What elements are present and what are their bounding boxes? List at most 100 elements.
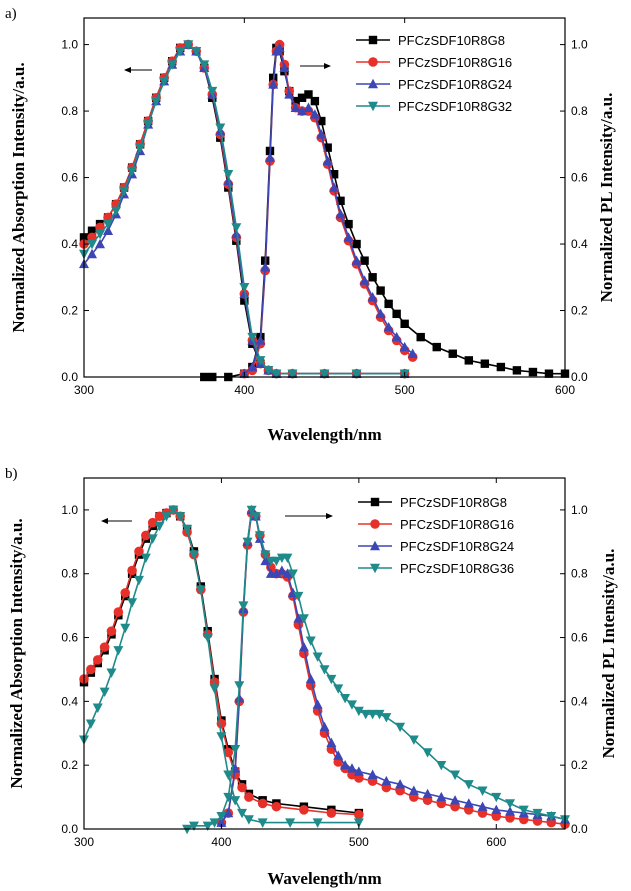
data-point bbox=[140, 553, 151, 563]
data-point bbox=[99, 687, 110, 697]
data-point bbox=[242, 537, 253, 548]
data-point bbox=[436, 760, 447, 771]
data-point bbox=[260, 555, 271, 566]
data-point bbox=[432, 342, 441, 352]
data-point bbox=[141, 530, 151, 541]
x-tick-label: 300 bbox=[74, 835, 94, 849]
y-tick-label-left: 0.2 bbox=[61, 758, 78, 772]
data-point bbox=[399, 341, 410, 352]
data-point bbox=[250, 512, 261, 522]
panel-label: b) bbox=[5, 466, 18, 482]
data-point bbox=[268, 79, 279, 89]
data-point bbox=[147, 534, 158, 544]
arrow-right-icon-head bbox=[324, 63, 331, 69]
data-point bbox=[450, 770, 461, 780]
data-point bbox=[167, 60, 178, 70]
data-point bbox=[271, 556, 282, 567]
y-tick-label-right: 1.0 bbox=[571, 503, 588, 517]
data-point bbox=[391, 331, 402, 342]
y-tick-label-left: 0.4 bbox=[61, 694, 78, 708]
data-point bbox=[384, 299, 393, 309]
data-point bbox=[202, 821, 213, 832]
data-point bbox=[448, 349, 457, 358]
data-point bbox=[209, 684, 220, 694]
data-point bbox=[381, 713, 392, 723]
data-point bbox=[375, 308, 386, 319]
data-point bbox=[87, 248, 98, 259]
data-point bbox=[175, 47, 186, 57]
data-point bbox=[151, 96, 162, 107]
data-point bbox=[463, 780, 474, 790]
data-point bbox=[257, 818, 268, 828]
data-point bbox=[113, 646, 124, 656]
x-tick-label: 400 bbox=[211, 835, 231, 849]
data-point bbox=[276, 565, 287, 575]
data-point bbox=[240, 296, 249, 305]
plot-frame bbox=[83, 17, 566, 378]
y-tick-label-right: 0.2 bbox=[571, 758, 588, 772]
arrow-left-icon-head bbox=[101, 518, 108, 524]
data-point bbox=[223, 792, 234, 803]
data-point bbox=[360, 256, 369, 265]
data-point bbox=[546, 812, 557, 822]
y-tick-label-left: 0.8 bbox=[61, 104, 78, 118]
data-point bbox=[106, 668, 117, 678]
data-point bbox=[209, 818, 220, 828]
data-point bbox=[477, 786, 488, 796]
data-point bbox=[319, 369, 330, 379]
x-axis-title: Wavelength/nm bbox=[267, 425, 381, 444]
y-tick-label-right: 0.8 bbox=[571, 567, 588, 581]
data-point bbox=[120, 623, 131, 634]
data-point bbox=[113, 607, 124, 617]
data-point bbox=[188, 821, 199, 832]
legend-label: PFCzSDF10R8G8 bbox=[398, 33, 505, 48]
series-absorption bbox=[79, 40, 410, 379]
y-tick-label-left: 1.0 bbox=[61, 38, 78, 52]
data-point bbox=[282, 553, 293, 563]
y-tick-label-left: 0.8 bbox=[61, 567, 78, 581]
data-point bbox=[376, 286, 385, 295]
data-point bbox=[264, 152, 275, 162]
data-point bbox=[297, 105, 308, 116]
data-point bbox=[326, 737, 337, 748]
y-tick-label-right: 1.0 bbox=[571, 38, 588, 52]
legend-label: PFCzSDF10R8G24 bbox=[400, 539, 514, 554]
data-point bbox=[351, 369, 362, 379]
data-point bbox=[246, 505, 257, 516]
data-point bbox=[168, 505, 179, 516]
data-point bbox=[216, 732, 227, 742]
data-point bbox=[319, 721, 330, 732]
data-point bbox=[298, 614, 309, 624]
data-point bbox=[147, 517, 158, 528]
data-point bbox=[344, 219, 353, 229]
data-point bbox=[111, 206, 122, 216]
arrow-left-icon-head bbox=[124, 67, 131, 73]
x-tick-label: 500 bbox=[349, 835, 369, 849]
data-point bbox=[316, 129, 327, 139]
data-point bbox=[247, 332, 258, 343]
y-tick-label-right: 0.6 bbox=[571, 631, 588, 645]
data-point bbox=[305, 673, 316, 684]
data-point bbox=[282, 568, 293, 578]
data-point bbox=[195, 585, 206, 595]
data-point bbox=[285, 818, 296, 828]
data-point bbox=[312, 699, 323, 709]
series-line bbox=[186, 507, 566, 830]
data-point bbox=[309, 109, 320, 119]
data-point bbox=[312, 652, 323, 662]
data-point bbox=[223, 807, 234, 818]
y-tick-label-left: 0.6 bbox=[61, 631, 78, 645]
data-point bbox=[512, 366, 522, 375]
data-point bbox=[279, 62, 290, 73]
series-line bbox=[83, 43, 405, 375]
data-point bbox=[103, 219, 114, 230]
data-point bbox=[518, 805, 529, 816]
data-point bbox=[367, 709, 378, 720]
series-absorption bbox=[79, 505, 364, 828]
data-point bbox=[223, 747, 234, 758]
data-point bbox=[422, 748, 433, 758]
series-pl bbox=[239, 42, 418, 378]
chart-panel: a)300 400 500 6000.00.20.40.60.81.00.00.20.… bbox=[5, 6, 616, 444]
x-tick-label: 600 bbox=[486, 835, 506, 849]
data-point bbox=[216, 817, 227, 827]
